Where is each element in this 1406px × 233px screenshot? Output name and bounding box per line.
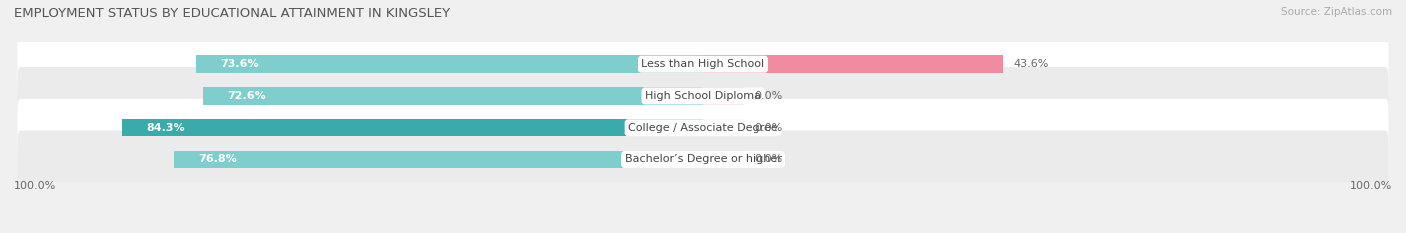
Text: Less than High School: Less than High School bbox=[641, 59, 765, 69]
Bar bbox=[703, 55, 1004, 73]
Text: 84.3%: 84.3% bbox=[146, 123, 186, 133]
Bar bbox=[122, 119, 703, 137]
Text: EMPLOYMENT STATUS BY EDUCATIONAL ATTAINMENT IN KINGSLEY: EMPLOYMENT STATUS BY EDUCATIONAL ATTAINM… bbox=[14, 7, 450, 20]
Bar bbox=[202, 87, 703, 105]
FancyBboxPatch shape bbox=[17, 67, 1389, 125]
Bar bbox=[703, 87, 744, 105]
Text: 0.0%: 0.0% bbox=[755, 123, 783, 133]
FancyBboxPatch shape bbox=[17, 130, 1389, 188]
Text: 0.0%: 0.0% bbox=[755, 154, 783, 164]
Text: 73.6%: 73.6% bbox=[221, 59, 259, 69]
FancyBboxPatch shape bbox=[17, 35, 1389, 93]
Bar bbox=[195, 55, 703, 73]
Bar bbox=[703, 151, 744, 168]
Text: 43.6%: 43.6% bbox=[1014, 59, 1049, 69]
Text: 0.0%: 0.0% bbox=[755, 91, 783, 101]
Text: High School Diploma: High School Diploma bbox=[645, 91, 761, 101]
FancyBboxPatch shape bbox=[17, 99, 1389, 157]
Text: College / Associate Degree: College / Associate Degree bbox=[628, 123, 778, 133]
Bar bbox=[174, 151, 703, 168]
Bar bbox=[703, 119, 744, 137]
Text: 76.8%: 76.8% bbox=[198, 154, 236, 164]
Text: Source: ZipAtlas.com: Source: ZipAtlas.com bbox=[1281, 7, 1392, 17]
Text: 72.6%: 72.6% bbox=[226, 91, 266, 101]
Text: 100.0%: 100.0% bbox=[1350, 181, 1392, 191]
Legend: In Labor Force, Unemployed: In Labor Force, Unemployed bbox=[595, 230, 811, 233]
Text: 100.0%: 100.0% bbox=[14, 181, 56, 191]
Text: Bachelor’s Degree or higher: Bachelor’s Degree or higher bbox=[624, 154, 782, 164]
